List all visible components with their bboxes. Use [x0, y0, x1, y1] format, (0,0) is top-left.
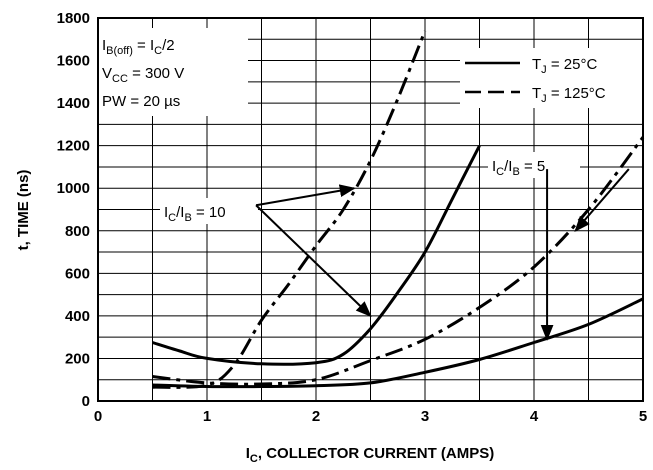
condition-vcc: VCC = 300 V — [102, 65, 184, 85]
y-tick-label: 1600 — [57, 53, 90, 70]
annotation-ic-ib-10: IC/IB = 10 — [164, 204, 226, 224]
legend-tj-125: TJ = 125°C — [532, 85, 606, 105]
y-tick-label: 200 — [65, 350, 90, 367]
x-tick-label: 5 — [639, 408, 647, 425]
y-tick-label: 1000 — [57, 180, 90, 197]
x-axis-label: IC, COLLECTOR CURRENT (AMPS) — [246, 445, 495, 465]
series-line-1 — [152, 145, 481, 366]
legend-tj-25: TJ = 25°C — [532, 56, 597, 76]
annotation-arrow — [255, 184, 356, 207]
y-tick-label: 800 — [65, 223, 90, 240]
x-tick-label: 1 — [203, 408, 211, 425]
conditions-box — [98, 28, 248, 116]
annotation-arrow — [255, 204, 372, 318]
series-line-2 — [152, 30, 427, 389]
plot-frame — [97, 17, 644, 402]
y-tick-label: 600 — [65, 265, 90, 282]
annotation-10-bg — [160, 198, 258, 224]
condition-ib-off: IB(off) = IC/2 — [102, 37, 175, 57]
y-axis-label: t, TIME (ns) — [15, 170, 32, 251]
y-tick-label: 1200 — [57, 138, 90, 155]
y-tick-label: 1800 — [57, 10, 90, 27]
series-line-4 — [152, 136, 645, 386]
series-line-3 — [152, 297, 644, 389]
annotation-ic-ib-5: IC/IB = 5 — [492, 158, 545, 178]
x-tick-label: 3 — [421, 408, 429, 425]
legend-box — [460, 48, 642, 108]
series-lines — [152, 30, 645, 389]
annotation-arrows — [255, 168, 630, 341]
x-tick-label: 0 — [94, 408, 102, 425]
y-tick-label: 400 — [65, 308, 90, 325]
annotation-5-bg — [488, 152, 580, 178]
condition-pw: PW = 20 µs — [102, 93, 180, 110]
y-tick-label: 0 — [82, 393, 90, 410]
annotation-arrow — [574, 168, 630, 232]
x-tick-label: 2 — [312, 408, 320, 425]
y-tick-label: 1400 — [57, 95, 90, 112]
x-tick-label: 4 — [530, 408, 539, 425]
tick-labels: 0 1 2 3 4 5 0 200 400 600 800 1000 1200 1400 1600 1800 — [57, 10, 648, 425]
